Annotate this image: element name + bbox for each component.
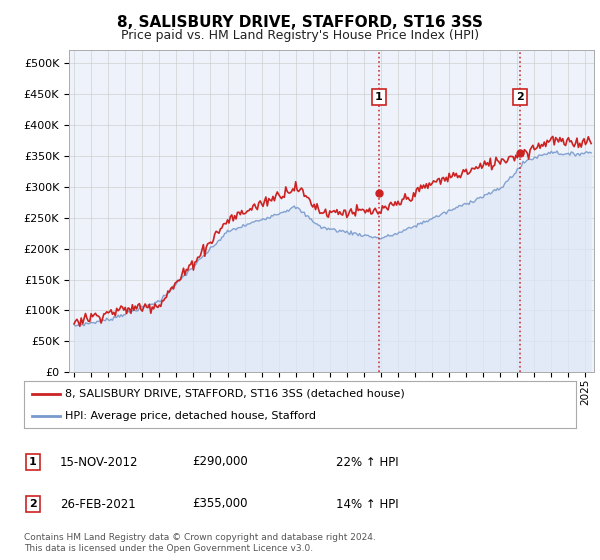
Text: £290,000: £290,000 [192, 455, 248, 469]
Text: 2: 2 [29, 499, 37, 509]
Text: 8, SALISBURY DRIVE, STAFFORD, ST16 3SS: 8, SALISBURY DRIVE, STAFFORD, ST16 3SS [117, 15, 483, 30]
Text: £355,000: £355,000 [192, 497, 248, 511]
Text: Contains HM Land Registry data © Crown copyright and database right 2024.
This d: Contains HM Land Registry data © Crown c… [24, 533, 376, 553]
Text: 8, SALISBURY DRIVE, STAFFORD, ST16 3SS (detached house): 8, SALISBURY DRIVE, STAFFORD, ST16 3SS (… [65, 389, 405, 399]
Text: 14% ↑ HPI: 14% ↑ HPI [336, 497, 398, 511]
Text: 2: 2 [516, 92, 524, 102]
Text: 15-NOV-2012: 15-NOV-2012 [60, 455, 139, 469]
Text: 1: 1 [29, 457, 37, 467]
Text: 1: 1 [375, 92, 383, 102]
Text: HPI: Average price, detached house, Stafford: HPI: Average price, detached house, Staf… [65, 410, 316, 421]
Text: 22% ↑ HPI: 22% ↑ HPI [336, 455, 398, 469]
Text: Price paid vs. HM Land Registry's House Price Index (HPI): Price paid vs. HM Land Registry's House … [121, 29, 479, 42]
Text: 26-FEB-2021: 26-FEB-2021 [60, 497, 136, 511]
